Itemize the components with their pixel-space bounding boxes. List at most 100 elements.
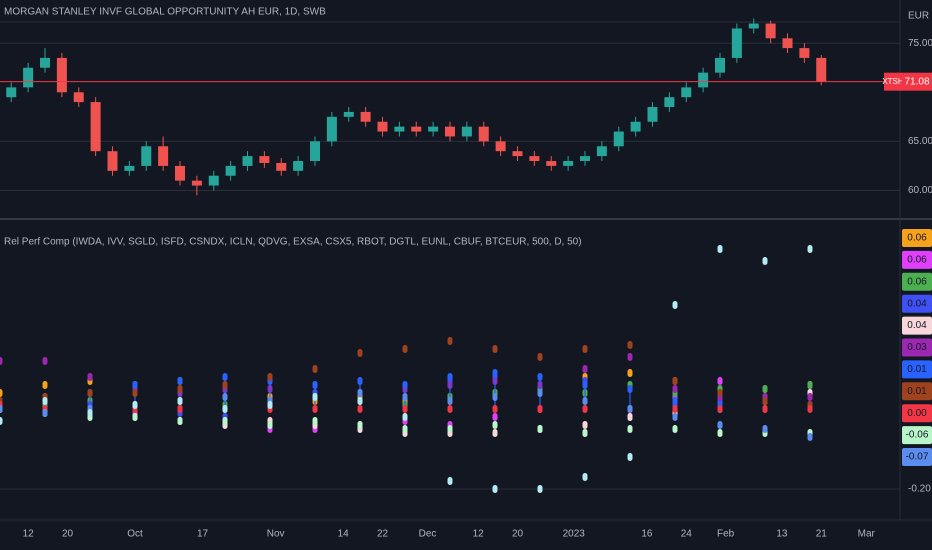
point [717, 245, 723, 253]
value-tag: 0.06 [907, 255, 927, 266]
point [402, 393, 408, 401]
point [807, 393, 813, 401]
chart-title: MORGAN STANLEY INVF GLOBAL OPPORTUNITY A… [4, 7, 326, 18]
point [672, 413, 678, 421]
point [537, 405, 543, 413]
candle-body [377, 121, 388, 132]
candle-body [428, 126, 439, 132]
point [807, 433, 813, 441]
value-tag-box [902, 338, 932, 357]
point [582, 473, 588, 481]
candle-body [242, 156, 253, 166]
x-tick-label: Dec [419, 529, 437, 540]
point [132, 401, 138, 409]
x-tick-label: 24 [681, 529, 693, 540]
point [447, 373, 453, 381]
x-tick-label: 21 [816, 529, 828, 540]
point [492, 421, 498, 429]
point [492, 485, 498, 493]
point [312, 381, 318, 389]
point [42, 397, 48, 405]
value-tag: 0.04 [907, 320, 927, 331]
point [807, 381, 813, 389]
point [672, 385, 678, 393]
point [357, 421, 363, 429]
candle-body [225, 165, 236, 176]
candle-body [326, 116, 337, 142]
point [402, 381, 408, 389]
candle-body [276, 162, 287, 171]
point [762, 425, 768, 433]
value-tag-box [902, 250, 932, 269]
candle-body [529, 156, 540, 162]
candle-body [141, 146, 152, 166]
point [627, 369, 633, 377]
value-tag: 0.01 [907, 364, 927, 375]
point [177, 405, 183, 413]
point [132, 389, 138, 397]
point [447, 405, 453, 413]
candle-body [175, 165, 185, 181]
point [177, 377, 183, 385]
point [582, 429, 588, 437]
candle-body [681, 87, 692, 98]
candle-body [293, 161, 304, 171]
candle-body [563, 161, 574, 166]
value-tag: 0.03 [907, 342, 927, 353]
value-tag-box [902, 229, 932, 247]
candle-body [647, 107, 658, 122]
x-tick-label: 12 [473, 529, 485, 540]
point [582, 345, 588, 353]
candle-body [6, 87, 17, 98]
point [402, 405, 408, 413]
candle-body [613, 131, 624, 147]
point [807, 245, 813, 253]
candle-body [512, 151, 523, 157]
x-tick-label: 22 [377, 529, 389, 540]
x-tick-label: 16 [641, 529, 653, 540]
point [402, 413, 408, 421]
point [87, 373, 93, 381]
point [492, 429, 498, 437]
candle-body [445, 126, 455, 137]
point [537, 389, 543, 397]
value-tag: 0.06 [907, 233, 927, 244]
x-tick-label: Nov [267, 529, 285, 540]
value-tag-box [902, 404, 932, 423]
last-price-label: 71.08 [904, 76, 929, 87]
last-price-box [902, 72, 932, 91]
indicator-title: Rel Perf Comp (IWDA, IVV, SGLD, ISFD, CS… [4, 237, 582, 248]
point [0, 417, 3, 425]
candle-body [411, 126, 422, 132]
candle-body [56, 57, 67, 93]
point [627, 405, 633, 413]
point [42, 357, 48, 365]
x-tick-label: Mar [858, 529, 876, 540]
point [312, 405, 318, 413]
point [492, 413, 498, 421]
point [717, 429, 723, 437]
value-tag: 0.06 [907, 276, 927, 287]
value-tag: 0.00 [907, 408, 927, 419]
x-tick-label: Feb [717, 529, 735, 540]
x-tick-label: 17 [197, 529, 209, 540]
value-tag-box [902, 294, 932, 313]
point [582, 421, 588, 429]
candle-body [343, 111, 354, 117]
candle-body [124, 165, 135, 171]
x-tick-label: 20 [512, 529, 524, 540]
point [762, 397, 768, 405]
point [312, 365, 318, 373]
x-tick-label: 14 [338, 529, 350, 540]
value-tag: 0.04 [907, 298, 927, 309]
point [717, 405, 723, 413]
value-tag-box [902, 448, 932, 466]
point [0, 357, 3, 365]
point [222, 417, 228, 425]
point [312, 393, 318, 401]
candle-body [360, 111, 371, 122]
y-tick-label: 60.00 [908, 185, 932, 196]
x-tick-label: 20 [62, 529, 74, 540]
point [0, 389, 3, 397]
point [537, 425, 543, 433]
